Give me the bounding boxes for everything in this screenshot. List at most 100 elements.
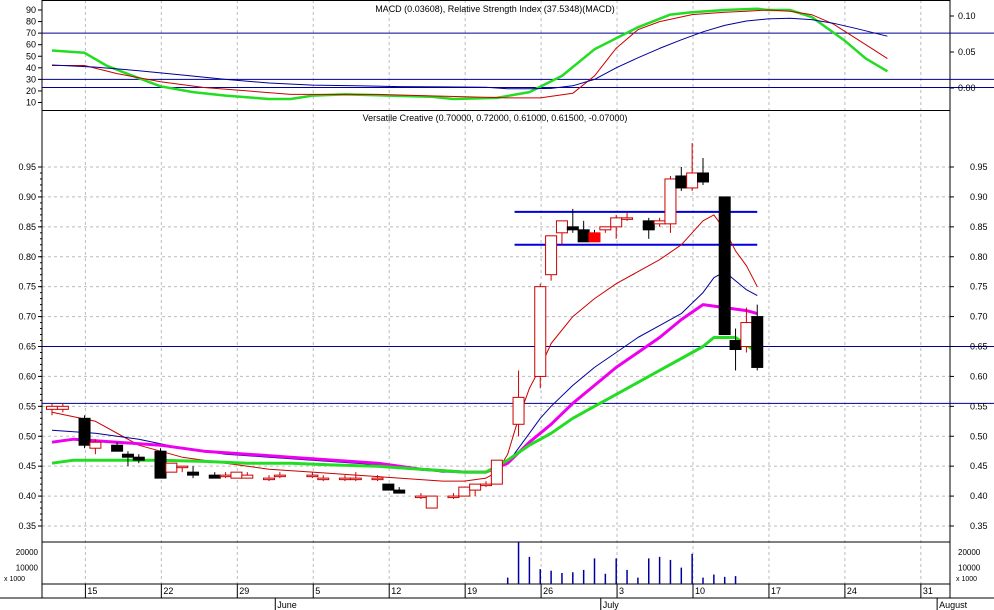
macd-rsi-series-line [51, 17, 888, 90]
moving-average-line [51, 303, 758, 474]
candle-body [621, 217, 634, 220]
price-tick-label-left: 0.55 [18, 401, 36, 411]
price-tick-label-left: 0.35 [18, 521, 36, 531]
rsi-tick-label: 10 [26, 98, 36, 108]
candle-body [490, 459, 503, 485]
month-label: July [603, 600, 620, 610]
candle-body [588, 232, 601, 243]
price-tick-label-right: 0.35 [970, 521, 988, 531]
price-tick-label-left: 0.40 [18, 491, 36, 501]
candle-body [176, 465, 189, 469]
candle-body [121, 453, 134, 458]
candle-body [56, 405, 69, 410]
volume-tick-label-left: 10000 [16, 564, 39, 573]
volume-unit-label-left: x 1000 [4, 576, 25, 583]
candle-body [349, 477, 362, 481]
price-panel: Versatile Creative (0.70000, 0.72000, 0.… [18, 113, 994, 531]
date-tick-label: 31 [923, 586, 933, 596]
price-tick-label-left: 0.70 [18, 312, 36, 322]
macd-rsi-series-line [52, 9, 888, 99]
rsi-tick-label: 60 [26, 40, 36, 50]
candle-body [78, 417, 91, 446]
date-tick-label: 3 [619, 586, 624, 596]
price-tick-label-left: 0.85 [18, 222, 36, 232]
macd-rsi-title: MACD (0.03608), Relative Strength Index … [375, 4, 615, 14]
candle-body [599, 226, 612, 231]
rsi-tick-label: 20 [26, 86, 36, 96]
price-tick-label-right: 0.50 [970, 431, 988, 441]
candle-body [111, 444, 124, 452]
candle-body [675, 175, 688, 189]
date-tick-label: 22 [163, 586, 173, 596]
date-tick-label: 26 [543, 586, 553, 596]
candle-body [469, 483, 482, 491]
price-tick-label-right: 0.60 [970, 371, 988, 381]
volume-tick-label-left: 20000 [16, 548, 39, 557]
month-label: August [939, 600, 968, 610]
rsi-tick-label: 70 [26, 28, 36, 38]
candle-body [273, 474, 286, 478]
candle-body [566, 226, 579, 231]
candle-body [686, 172, 699, 189]
macd-tick-label: 0.00 [958, 83, 976, 93]
date-tick-label: 15 [87, 586, 97, 596]
candle-body [414, 495, 427, 499]
candle-body [306, 474, 319, 478]
price-panel-title: Versatile Creative (0.70000, 0.72000, 0.… [363, 113, 628, 123]
candle-body [187, 471, 200, 476]
rsi-tick-label: 80 [26, 17, 36, 27]
candle-body [458, 486, 471, 497]
volume-tick-label-right: 10000 [958, 564, 981, 573]
price-tick-label-left: 0.60 [18, 371, 36, 381]
price-tick-label-right: 0.75 [970, 282, 988, 292]
candle-body [664, 178, 677, 225]
date-tick-label: 24 [847, 586, 857, 596]
candle-body [46, 405, 58, 410]
candle-body [425, 495, 438, 509]
rsi-tick-label: 40 [26, 63, 36, 73]
volume-tick-label-right: 20000 [958, 548, 981, 557]
price-tick-label-left: 0.80 [18, 252, 36, 262]
price-tick-label-left: 0.65 [18, 342, 36, 352]
price-tick-label-right: 0.80 [970, 252, 988, 262]
candle-body [338, 477, 351, 481]
moving-average-line [51, 336, 759, 474]
date-tick-label: 12 [391, 586, 401, 596]
candle-body [371, 477, 384, 481]
price-tick-label-right: 0.45 [970, 461, 988, 471]
candle-body [718, 196, 731, 336]
rsi-tick-label: 90 [26, 5, 36, 15]
price-tick-label-right: 0.55 [970, 401, 988, 411]
candle-body [241, 474, 254, 479]
candle-body [512, 396, 525, 425]
candle-body [534, 286, 547, 377]
date-tick-label: 19 [467, 586, 477, 596]
candle-body [89, 441, 102, 449]
price-tick-label-right: 0.40 [970, 491, 988, 501]
price-tick-label-left: 0.95 [18, 162, 36, 172]
price-tick-label-right: 0.90 [970, 192, 988, 202]
date-tick-label: 10 [695, 586, 705, 596]
candle-body [577, 229, 590, 243]
price-tick-label-right: 0.95 [970, 162, 988, 172]
volume-panel: 20000 20000 10000 10000 x 1000 x 1000 [4, 541, 981, 584]
price-tick-label-right: 0.70 [970, 312, 988, 322]
price-tick-label-right: 0.85 [970, 222, 988, 232]
candle-body [653, 220, 666, 225]
candle-body [382, 483, 395, 491]
candle-body [263, 477, 275, 481]
candle-body [555, 220, 568, 234]
candle-body [545, 235, 558, 276]
price-tick-label-left: 0.75 [18, 282, 36, 292]
candle-body [219, 474, 232, 478]
candle-body [751, 316, 764, 368]
price-tick-label-left: 0.90 [18, 192, 36, 202]
candle-body [208, 474, 221, 479]
volume-unit-label-right: x 1000 [956, 576, 977, 583]
price-tick-label-left: 0.50 [18, 431, 36, 441]
candle-body [740, 322, 753, 348]
candle-body [610, 217, 623, 228]
candle-body [393, 489, 406, 494]
